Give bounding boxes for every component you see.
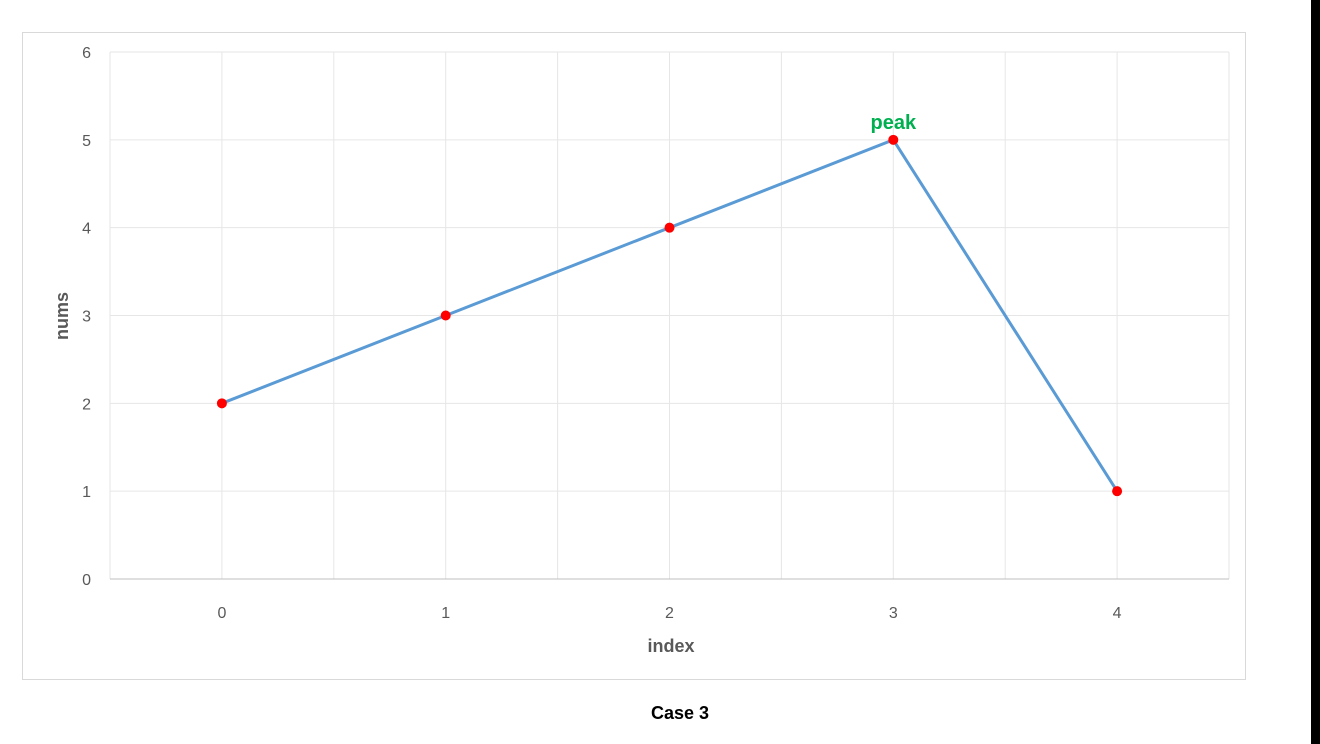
y-axis-title: nums [52, 292, 72, 340]
data-point [1112, 486, 1123, 497]
y-tick-label: 5 [82, 133, 91, 150]
x-tick-label: 4 [1113, 605, 1122, 622]
x-tick-label: 0 [217, 605, 226, 622]
data-point [440, 310, 451, 321]
data-point [888, 134, 899, 145]
x-tick-label: 1 [441, 605, 450, 622]
x-tick-label: 2 [665, 605, 674, 622]
x-axis-title: index [647, 636, 694, 656]
y-tick-label: 1 [82, 484, 91, 501]
y-tick-label: 4 [82, 221, 91, 238]
y-tick-label: 3 [82, 309, 91, 326]
y-tick-label: 2 [82, 396, 91, 413]
x-tick-label: 3 [889, 605, 898, 622]
peak-annotation: peak [871, 112, 917, 134]
series-layer [216, 134, 1123, 497]
label-layer: index nums 0 1 2 3 4 5 6 0 1 2 3 4 peak [52, 45, 1122, 656]
y-tick-label: 6 [82, 45, 91, 62]
grid-layer [109, 51, 1230, 579]
data-point [216, 398, 227, 409]
y-tick-label: 0 [82, 572, 91, 589]
data-point [664, 222, 675, 233]
chart-caption: Case 3 [650, 703, 710, 723]
window-edge [1311, 0, 1320, 744]
